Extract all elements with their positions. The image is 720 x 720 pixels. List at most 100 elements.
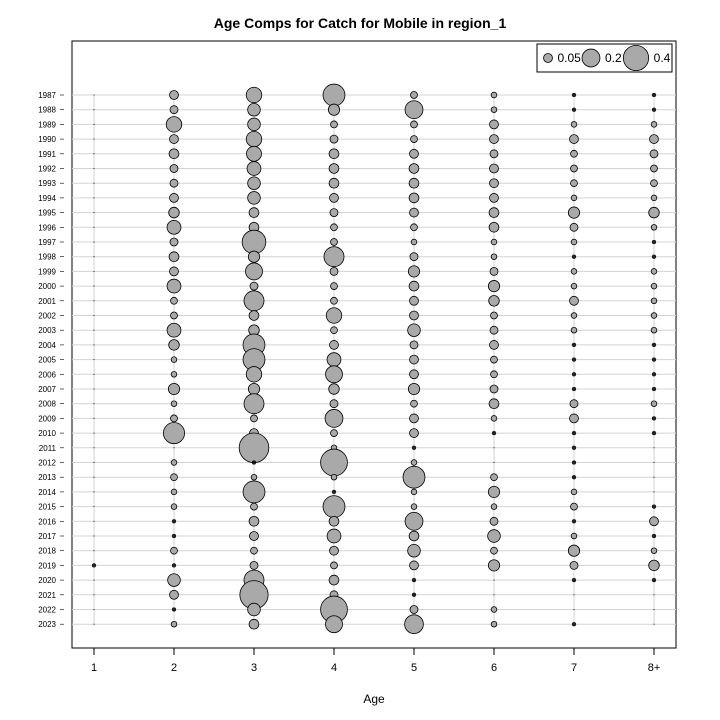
x-tick-label: 7 [571, 662, 577, 674]
bubble-point [247, 102, 261, 117]
bubble-point [93, 329, 95, 331]
bubble-point [93, 226, 95, 228]
bubble-point [570, 488, 578, 496]
legend-swatch [581, 48, 601, 68]
bubble-point [404, 511, 424, 531]
bubble-point [489, 178, 499, 189]
bubble-point [325, 307, 343, 324]
bubble-point [570, 326, 578, 334]
bubble-point [171, 607, 177, 612]
bubble-point [490, 546, 498, 555]
bubble-point [93, 285, 95, 287]
bubble-point [571, 92, 577, 98]
bubble-point [93, 417, 95, 419]
bubble-point [93, 579, 95, 581]
bubble-point [570, 194, 578, 202]
bubble-point [251, 460, 257, 465]
bubble-point [570, 121, 578, 128]
bubble-point [650, 282, 658, 290]
bubble-point [409, 295, 419, 306]
bubble-point [571, 342, 577, 348]
bubble-point [330, 429, 338, 437]
bubble-point [247, 191, 261, 205]
y-tick-label: 2008 [38, 400, 56, 409]
bubble-point [409, 252, 419, 262]
y-tick-label: 1990 [38, 135, 56, 144]
y-tick-label: 2013 [38, 473, 56, 482]
bubble-point [329, 266, 339, 276]
x-axis-ticks: 1 2 3 4 5 6 7 8+ [91, 648, 660, 674]
bubble-point [651, 430, 657, 436]
bubble-point [409, 413, 419, 424]
bubble-point [165, 116, 183, 133]
bubble-point [490, 238, 498, 246]
bubble-point [571, 622, 577, 627]
bubble-point [653, 476, 655, 478]
y-tick-label: 2003 [38, 326, 56, 335]
bubble-point [570, 532, 578, 540]
legend-box [536, 43, 673, 73]
y-tick-label: 2023 [38, 620, 56, 629]
y-tick-label: 1993 [38, 179, 56, 188]
bubble-point [490, 415, 498, 422]
bubble-point [329, 545, 339, 556]
y-tick-label: 2017 [38, 532, 56, 541]
bubble-point [242, 480, 266, 504]
bubble-point [328, 148, 340, 160]
bubble-point [93, 344, 95, 346]
bubble-point [93, 359, 95, 361]
bubble-point [93, 314, 95, 317]
bubble-point [246, 161, 262, 176]
bubble-point [650, 224, 658, 231]
bubble-point [651, 254, 657, 259]
bubble-point [490, 253, 498, 260]
bubble-point [169, 90, 179, 100]
bubble-point [571, 519, 577, 524]
bubble-point [651, 533, 657, 539]
bubble-point [567, 544, 581, 557]
y-tick-label: 2012 [38, 459, 56, 468]
bubble-point [170, 620, 178, 628]
bubble-point [411, 445, 417, 450]
bubble-point [651, 577, 657, 583]
bubble-point [411, 577, 417, 583]
bubble-point [650, 164, 658, 173]
bubble-point [493, 461, 495, 464]
bubble-point [567, 206, 581, 219]
legend-swatch [622, 44, 650, 72]
bubble-point [93, 197, 95, 199]
bubble-point [250, 546, 258, 555]
bubble-point [168, 148, 180, 160]
bubble-point [238, 432, 270, 464]
bubble-point [410, 91, 418, 99]
bubble-point [170, 459, 178, 466]
legend: 0.05 0.2 0.4 [536, 43, 673, 73]
bubble-point [169, 105, 179, 115]
y-axis-ticks: 1987 1988 1989 1990 1991 1992 1993 1994 1995 1996… [38, 91, 64, 629]
bubble-point [167, 573, 181, 587]
bubble-point [248, 310, 260, 321]
bubble-point [250, 414, 258, 423]
bubble-point [93, 241, 95, 243]
bubble-point [571, 254, 577, 259]
bubble-point [93, 608, 95, 611]
bubble-point [408, 280, 420, 292]
x-tick-label: 6 [491, 662, 497, 674]
bubble-point [490, 503, 498, 510]
bubble-point [650, 547, 658, 554]
y-tick-label: 1995 [38, 209, 56, 218]
bubble-point [409, 354, 419, 365]
bubble-point [571, 107, 577, 112]
bubble-point [651, 92, 657, 98]
bubble-point [330, 238, 338, 246]
bubble-point [407, 382, 421, 396]
bubble-point [569, 413, 579, 424]
y-tick-label: 2007 [38, 385, 56, 394]
bubble-point [249, 281, 259, 291]
bubble-point [491, 430, 497, 436]
legend-label: 0.05 [557, 51, 581, 65]
bubble-point [490, 106, 498, 113]
bubble-point [329, 193, 339, 203]
y-tick-label: 1989 [38, 120, 56, 129]
bubble-point [93, 167, 95, 170]
